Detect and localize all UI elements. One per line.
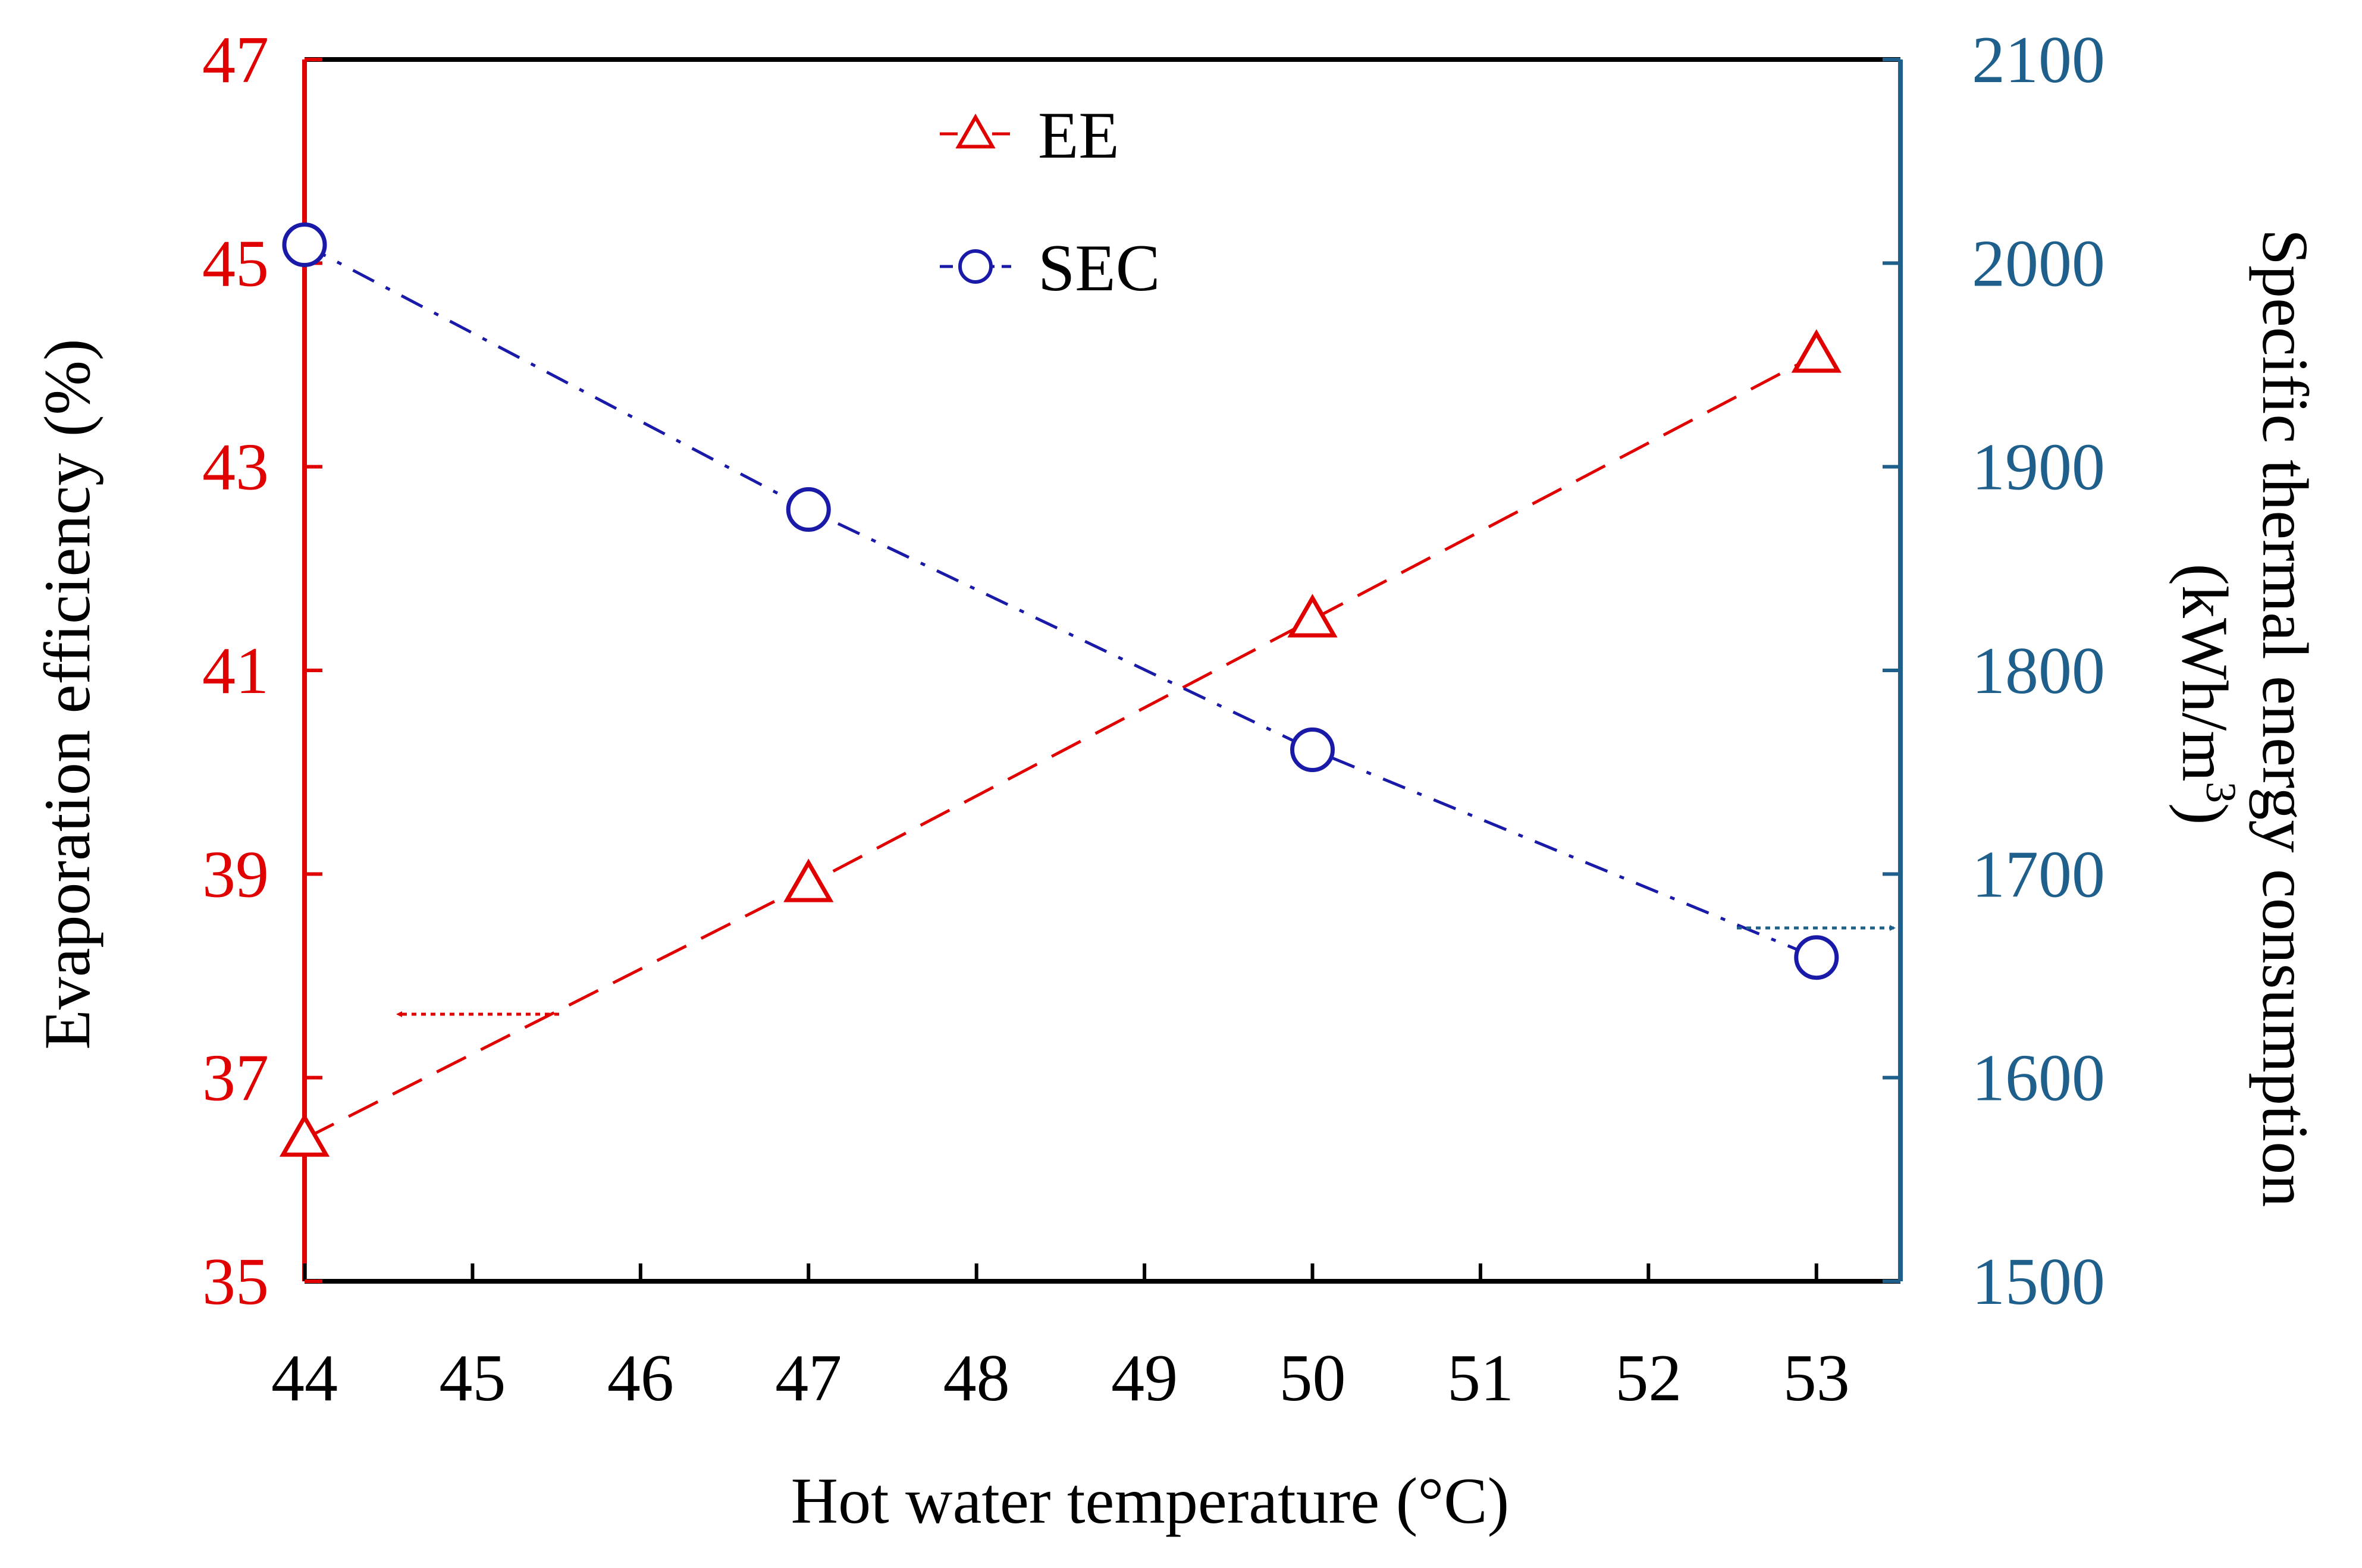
- x-axis-title: Hot water temperature (°C): [791, 1464, 1510, 1537]
- x-tick-label: 52: [1615, 1341, 1682, 1415]
- right-y-axis-unit-prefix: (kWh/m: [2169, 563, 2241, 782]
- right-y-axis-unit-suffix: ): [2169, 803, 2241, 825]
- right-y-tick-label: 2000: [1972, 227, 2105, 300]
- right-y-tick-label: 2100: [1972, 23, 2105, 97]
- right-y-tick-label: 1900: [1972, 431, 2105, 504]
- x-tick-label: 50: [1279, 1341, 1346, 1415]
- data-point-sec: [1290, 727, 1335, 773]
- x-tick-label: 45: [439, 1341, 506, 1415]
- x-tick-label: 44: [271, 1341, 338, 1415]
- legend-marker-sec: [958, 249, 993, 284]
- left-y-tick-label: 35: [202, 1245, 269, 1319]
- legend-marker-ee: [955, 113, 996, 149]
- x-tick-label: 47: [775, 1341, 842, 1415]
- right-y-tick-label: 1700: [1972, 838, 2105, 911]
- x-tick-label: 53: [1783, 1341, 1850, 1415]
- right-y-axis-title-line1: Specific thermal energy consumption: [2249, 229, 2322, 1207]
- data-point-ee: [1287, 594, 1338, 638]
- legend-label-ee: EE: [1038, 99, 1119, 173]
- data-point-ee: [783, 858, 834, 902]
- left-y-tick-label: 43: [202, 431, 269, 504]
- x-tick-label: 46: [607, 1341, 674, 1415]
- data-point-ee: [1791, 329, 1842, 373]
- right-y-axis-unit-superscript: 3: [2197, 782, 2245, 803]
- data-point-ee: [279, 1113, 330, 1157]
- left-y-tick-label: 39: [202, 838, 269, 911]
- data-point-sec: [1794, 935, 1839, 980]
- x-tick-label: 48: [943, 1341, 1010, 1415]
- right-y-axis-title-line2: (kWh/m3): [2169, 563, 2245, 824]
- left-y-tick-label: 37: [202, 1042, 269, 1115]
- x-tick-label: 51: [1447, 1341, 1514, 1415]
- data-point-sec: [282, 222, 327, 268]
- x-tick-label: 49: [1111, 1341, 1178, 1415]
- left-y-tick-label: 45: [202, 227, 269, 300]
- right-y-tick-label: 1600: [1972, 1042, 2105, 1115]
- right-y-tick-label: 1500: [1972, 1245, 2105, 1319]
- left-y-tick-label: 47: [202, 23, 269, 97]
- right-y-tick-label: 1800: [1972, 634, 2105, 708]
- data-point-sec: [786, 487, 831, 532]
- left-y-tick-label: 41: [202, 634, 269, 708]
- series-line-ee: [303, 353, 1817, 1140]
- legend-label-sec: SEC: [1038, 231, 1160, 305]
- left-y-axis-title: Evaporation efficiency (%): [31, 338, 103, 1049]
- series-line-sec: [303, 243, 1817, 959]
